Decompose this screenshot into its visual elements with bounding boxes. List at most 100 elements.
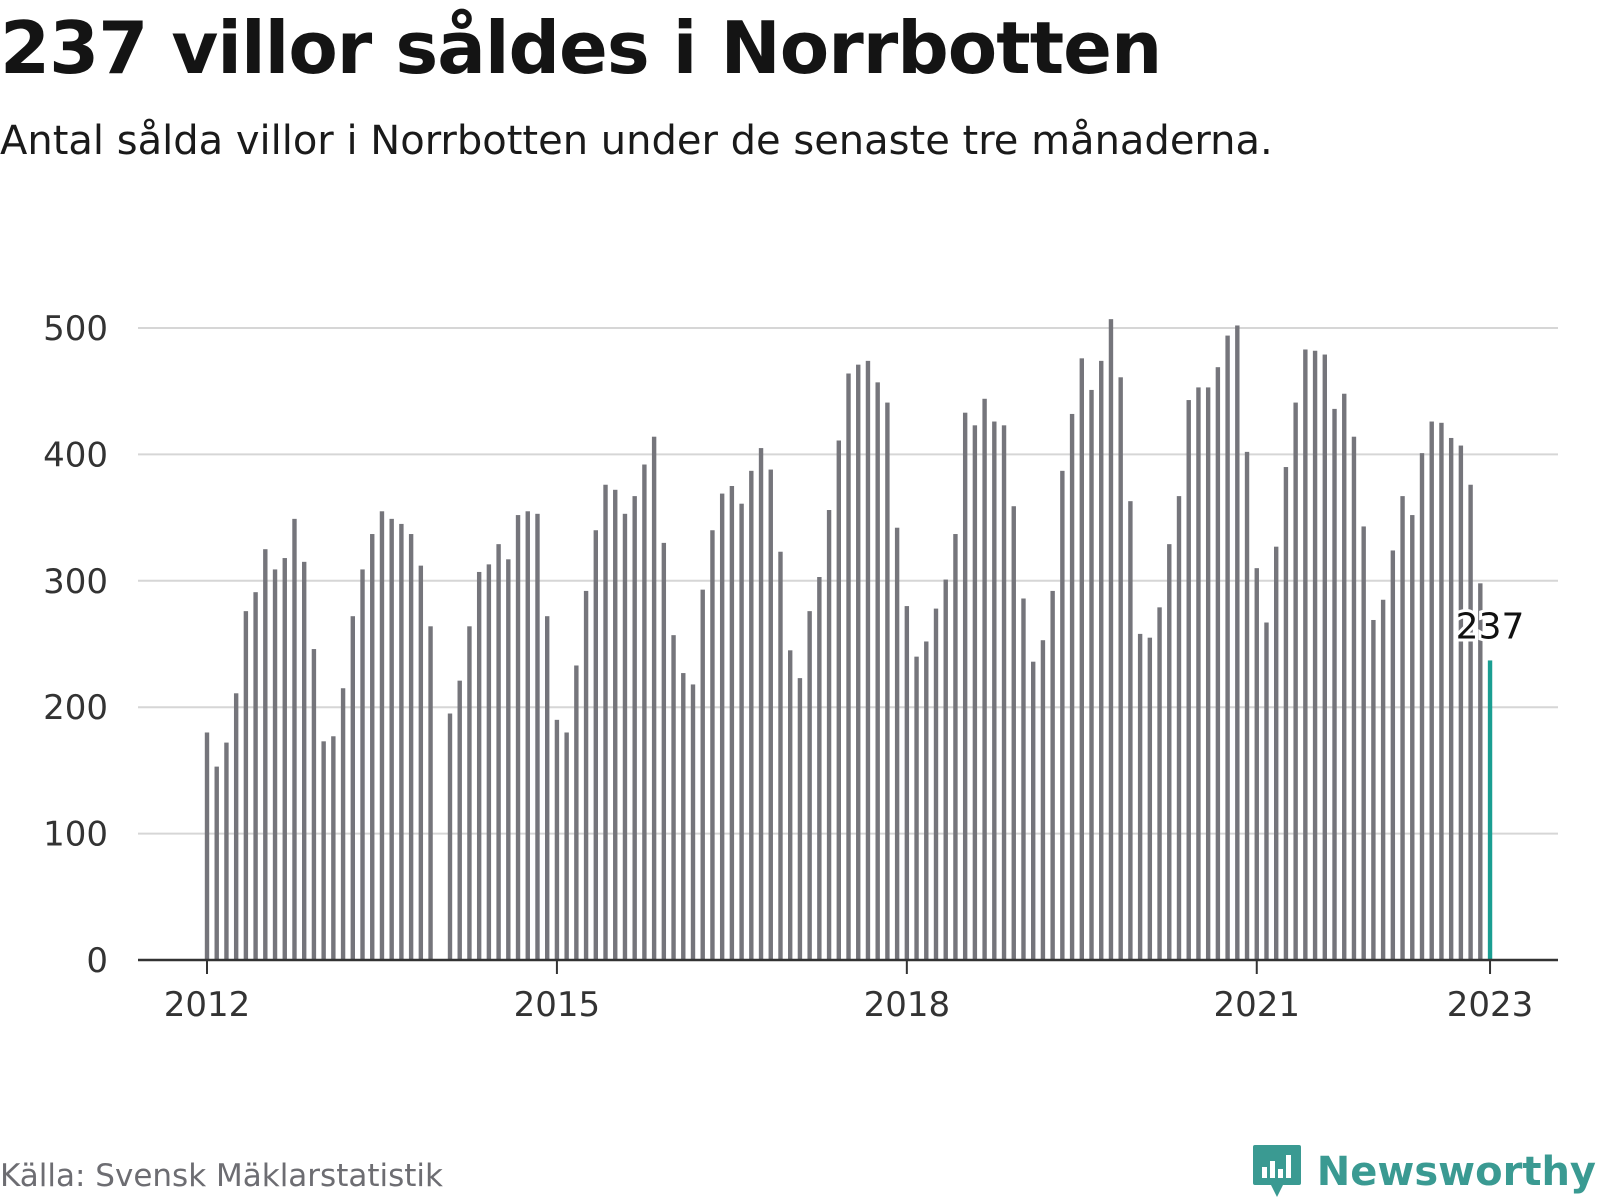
bar <box>632 496 637 960</box>
bar <box>418 565 424 960</box>
bar <box>1011 506 1016 960</box>
y-tick-label: 500 <box>43 309 108 349</box>
bar <box>1118 377 1123 960</box>
bar <box>1410 515 1415 960</box>
bar <box>1021 598 1026 960</box>
bar <box>1303 349 1308 960</box>
y-tick-label: 0 <box>86 941 108 981</box>
source-note: Källa: Svensk Mäklarstatistik <box>0 1158 443 1194</box>
bar <box>574 665 579 960</box>
bar <box>272 569 278 960</box>
bar <box>535 513 540 960</box>
bar <box>797 678 803 960</box>
brand-logo[interactable]: Newsworthy <box>1251 1143 1596 1201</box>
bar <box>1157 607 1162 960</box>
bar <box>1215 367 1221 961</box>
bar <box>953 534 958 960</box>
bar <box>739 503 744 960</box>
bar <box>457 680 462 960</box>
bar <box>807 611 812 960</box>
bar <box>263 549 268 960</box>
bar <box>1060 470 1065 960</box>
bar <box>1468 484 1473 960</box>
bar <box>1400 496 1405 960</box>
bar <box>321 741 326 960</box>
bar <box>1089 389 1094 960</box>
bar <box>1235 325 1240 960</box>
bar <box>856 364 861 960</box>
y-tick-label: 100 <box>43 815 108 855</box>
bar <box>758 448 764 960</box>
bar <box>1205 387 1211 961</box>
bar <box>894 527 900 960</box>
bar <box>1478 583 1483 960</box>
bar <box>1040 640 1046 960</box>
bar <box>447 713 453 960</box>
bar <box>399 523 404 960</box>
x-tick-label: 2015 <box>514 985 601 1025</box>
bar <box>389 518 394 960</box>
bar <box>1031 661 1036 960</box>
bar <box>826 510 832 960</box>
bar <box>622 513 628 960</box>
bar <box>1225 335 1230 961</box>
bar <box>817 577 822 960</box>
bar <box>982 398 987 960</box>
bar <box>1244 451 1250 960</box>
bar <box>360 569 365 960</box>
bar <box>1254 568 1259 960</box>
bar <box>904 606 910 960</box>
bar <box>1390 550 1396 960</box>
bar <box>370 534 375 960</box>
bar <box>1176 496 1182 960</box>
bar <box>554 719 560 960</box>
bar <box>1108 319 1114 961</box>
bar <box>778 551 783 960</box>
bar <box>292 518 297 960</box>
bar <box>914 656 919 960</box>
bar <box>1147 637 1153 960</box>
bar <box>1312 350 1318 960</box>
bar <box>729 486 735 960</box>
bar <box>379 511 385 960</box>
bar <box>340 688 346 960</box>
bar <box>700 589 705 960</box>
bar <box>788 650 793 960</box>
y-tick-label: 200 <box>43 688 108 728</box>
bars <box>204 319 1493 961</box>
bar <box>681 673 686 960</box>
bar <box>1069 413 1075 960</box>
x-tick-label: 2012 <box>164 985 251 1025</box>
bar <box>1342 393 1347 960</box>
brand-name: Newsworthy <box>1316 1149 1596 1195</box>
bar <box>1186 400 1191 961</box>
bar-chart-speech-bubble-icon <box>1252 1145 1301 1197</box>
bar <box>1196 387 1201 961</box>
bar <box>661 542 667 960</box>
x-tick-label: 2018 <box>864 985 951 1025</box>
bar <box>875 382 880 960</box>
bar <box>1137 633 1143 960</box>
bar <box>253 592 258 960</box>
x-tick-label: 2021 <box>1213 985 1300 1025</box>
bar <box>885 402 890 960</box>
bar <box>1458 445 1464 960</box>
bar <box>613 489 618 960</box>
bar <box>1264 622 1269 960</box>
bar <box>467 626 472 960</box>
bar <box>1448 437 1454 960</box>
bar <box>224 742 229 960</box>
bar <box>1293 402 1298 960</box>
bar <box>515 515 521 960</box>
bar <box>1050 590 1055 960</box>
bar <box>710 530 715 960</box>
bar <box>311 649 317 960</box>
x-axis: 2012 2015 2018 2021 2023 <box>138 958 1558 1025</box>
bar <box>768 469 773 960</box>
highlight-bar <box>1487 660 1493 960</box>
bar <box>1419 453 1425 960</box>
bar <box>486 564 492 960</box>
bar <box>1361 526 1366 960</box>
bar <box>1274 546 1279 960</box>
bar <box>583 590 589 960</box>
